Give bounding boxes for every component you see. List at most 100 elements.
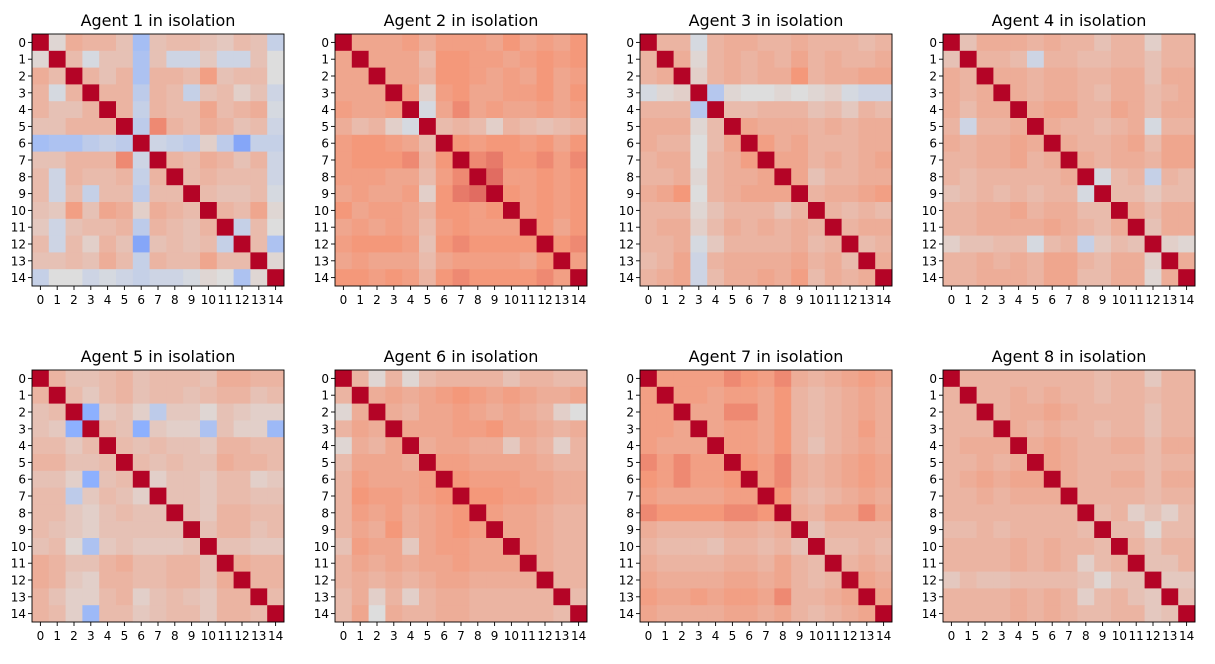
y-tick-label: 6 xyxy=(321,137,329,151)
y-tick-label: 3 xyxy=(929,86,937,100)
heatmap-cell xyxy=(1027,202,1045,220)
heatmap-cell xyxy=(368,403,386,421)
heatmap-cell xyxy=(385,151,403,169)
heatmap-cell xyxy=(1144,487,1162,505)
heatmap-cell xyxy=(519,118,537,136)
heatmap-cell xyxy=(993,50,1011,68)
x-tick-label: 1 xyxy=(661,629,669,643)
heatmap-cell xyxy=(1010,571,1028,589)
heatmap-cell xyxy=(757,554,775,572)
heatmap-cell xyxy=(233,67,251,85)
heatmap-cell xyxy=(740,134,758,152)
heatmap-cell xyxy=(486,420,504,438)
heatmap-cell xyxy=(640,454,658,472)
heatmap-cell xyxy=(1094,134,1112,152)
y-tick-label: 5 xyxy=(626,456,634,470)
heatmap-title: Agent 6 in isolation xyxy=(384,347,539,366)
heatmap-cell xyxy=(1111,605,1129,623)
heatmap-cell xyxy=(553,403,571,421)
heatmap-cell xyxy=(216,571,234,589)
heatmap-cell xyxy=(452,67,470,85)
heatmap-cell xyxy=(149,168,167,186)
heatmap-cell xyxy=(519,202,537,220)
heatmap-cell xyxy=(486,521,504,539)
heatmap-cell xyxy=(200,554,218,572)
heatmap-cell xyxy=(536,67,554,85)
heatmap-cell xyxy=(200,34,218,52)
heatmap-cell xyxy=(740,403,758,421)
heatmap-cell xyxy=(132,67,150,85)
heatmap-cell xyxy=(1010,101,1028,119)
heatmap-cell xyxy=(724,605,742,623)
heatmap-cell xyxy=(200,50,218,68)
heatmap-cell xyxy=(1010,134,1028,152)
heatmap-cell xyxy=(791,521,809,539)
heatmap-cell xyxy=(1010,50,1028,68)
heatmap-cell xyxy=(216,84,234,102)
heatmap-cell xyxy=(132,554,150,572)
heatmap-cell xyxy=(351,252,369,270)
heatmap-cell xyxy=(32,235,50,253)
heatmap-cell xyxy=(858,185,876,203)
heatmap-cell xyxy=(99,84,117,102)
heatmap-cell xyxy=(486,34,504,52)
heatmap-cell xyxy=(740,370,758,388)
y-tick-label: 14 xyxy=(314,271,329,285)
x-tick-label: 8 xyxy=(1082,293,1090,307)
heatmap-cell xyxy=(1077,168,1095,186)
heatmap-cell xyxy=(149,470,167,488)
heatmap-cell xyxy=(774,34,792,52)
x-tick-label: 7 xyxy=(762,293,770,307)
heatmap-cell xyxy=(553,538,571,556)
heatmap-cell xyxy=(233,588,251,606)
heatmap-cell xyxy=(385,202,403,220)
heatmap-cell xyxy=(1144,470,1162,488)
y-tick-label: 7 xyxy=(626,490,634,504)
heatmap-cell xyxy=(65,185,83,203)
y-tick-label: 7 xyxy=(626,154,634,168)
heatmap-cell xyxy=(1161,403,1179,421)
heatmap-cell xyxy=(757,151,775,169)
y-tick-label: 10 xyxy=(11,540,26,554)
heatmap-cell xyxy=(149,454,167,472)
heatmap-cell xyxy=(65,487,83,505)
heatmap-cell xyxy=(233,218,251,236)
heatmap-cell xyxy=(774,504,792,522)
heatmap-cell xyxy=(1010,504,1028,522)
heatmap-cell xyxy=(419,67,437,85)
heatmap-cell xyxy=(267,470,285,488)
heatmap-cell xyxy=(250,101,268,119)
y-tick-label: 13 xyxy=(11,254,26,268)
heatmap-cell xyxy=(435,67,453,85)
heatmap-cell xyxy=(385,403,403,421)
heatmap-cell xyxy=(640,403,658,421)
heatmap-cell xyxy=(82,269,100,287)
heatmap-cell xyxy=(469,470,487,488)
heatmap-cell xyxy=(656,118,674,136)
heatmap-cell xyxy=(385,386,403,404)
heatmap-cell xyxy=(132,34,150,52)
heatmap-cell xyxy=(993,403,1011,421)
heatmap-cell xyxy=(707,470,725,488)
heatmap-cell xyxy=(233,118,251,136)
y-tick-label: 6 xyxy=(321,473,329,487)
heatmap-cell xyxy=(724,67,742,85)
heatmap-cell xyxy=(724,151,742,169)
heatmap-cell xyxy=(1161,571,1179,589)
heatmap-cell xyxy=(976,403,994,421)
heatmap-cell xyxy=(250,504,268,522)
heatmap-cell xyxy=(690,487,708,505)
heatmap-cell xyxy=(1161,470,1179,488)
heatmap-cell xyxy=(469,403,487,421)
heatmap-cell xyxy=(536,269,554,287)
heatmap-cell xyxy=(99,554,117,572)
heatmap-cell xyxy=(335,370,353,388)
heatmap-cell xyxy=(1144,202,1162,220)
heatmap-cell xyxy=(452,101,470,119)
heatmap-cell xyxy=(368,504,386,522)
heatmap-cell xyxy=(707,487,725,505)
heatmap-cell xyxy=(757,202,775,220)
heatmap-cell xyxy=(32,370,50,388)
heatmap-cell xyxy=(774,235,792,253)
heatmap-cell xyxy=(183,50,201,68)
